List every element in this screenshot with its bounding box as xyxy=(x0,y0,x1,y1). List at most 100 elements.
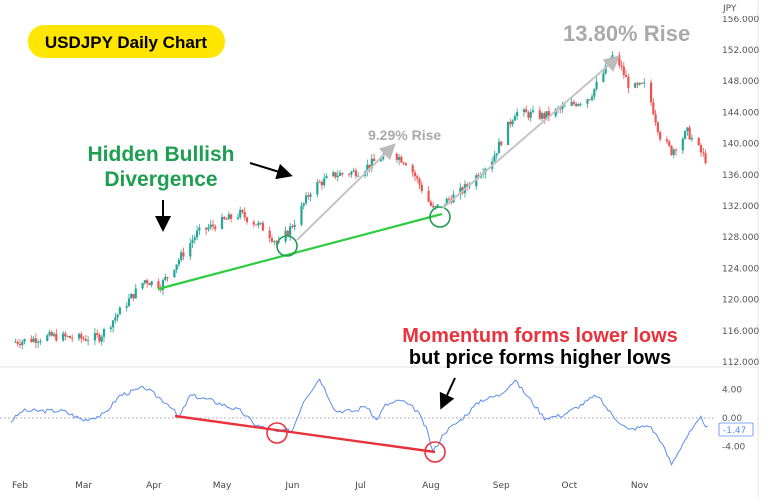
candle-body xyxy=(14,341,17,343)
price-tick-label: 140.000 xyxy=(722,140,759,150)
candle-body xyxy=(395,153,398,160)
candle-body xyxy=(468,186,471,188)
month-label: Apr xyxy=(146,481,162,491)
momentum-tick-label: -4.00 xyxy=(722,442,746,452)
candle-body xyxy=(62,333,65,341)
price-tick-label: 144.000 xyxy=(722,108,759,118)
candle-body xyxy=(134,288,137,299)
candle-body xyxy=(445,198,448,205)
divergence-label-line2: Divergence xyxy=(104,168,217,191)
candle-body xyxy=(350,171,353,175)
candle-body xyxy=(618,55,621,66)
candle-body xyxy=(236,217,240,219)
candle-body xyxy=(541,113,544,119)
candle-body xyxy=(173,269,176,278)
candle-body xyxy=(289,226,292,236)
month-label: Jul xyxy=(354,481,366,491)
candle-body xyxy=(214,226,217,229)
candle-body xyxy=(624,74,628,78)
candle-body xyxy=(388,151,392,154)
candle-body xyxy=(527,112,530,118)
candle-body xyxy=(116,314,119,318)
candle-body xyxy=(109,327,112,330)
candle-body xyxy=(495,153,498,156)
candle-body xyxy=(643,82,646,84)
candle-body xyxy=(668,141,671,146)
candle-body xyxy=(34,338,37,343)
candle-body xyxy=(352,170,355,172)
candle-body xyxy=(595,81,598,89)
candle-body xyxy=(427,190,430,202)
candle-body xyxy=(80,334,83,339)
candle-body xyxy=(588,99,591,101)
candle-body xyxy=(320,181,324,186)
candle-body xyxy=(254,224,258,226)
momentum-tick-label: 0.00 xyxy=(722,414,742,424)
candle-body xyxy=(66,335,69,337)
candle-body xyxy=(418,178,421,185)
candle-body xyxy=(622,66,625,75)
candle-body xyxy=(198,227,201,231)
candle-body xyxy=(531,110,535,113)
candle-body xyxy=(665,139,669,142)
price-tick-label: 136.000 xyxy=(722,171,759,181)
candle-body xyxy=(96,333,99,335)
candle-body xyxy=(684,131,687,139)
candle-body xyxy=(611,55,614,61)
candle-body xyxy=(590,96,594,100)
candle-body xyxy=(245,217,249,222)
candle-body xyxy=(543,113,546,119)
candle-body xyxy=(697,137,700,146)
candle-body xyxy=(602,73,605,82)
month-label: May xyxy=(213,481,232,491)
price-tick-label: 148.000 xyxy=(722,77,759,87)
title-badge xyxy=(28,25,225,58)
candle-body xyxy=(416,176,419,179)
candle-body xyxy=(547,111,551,117)
candle-body xyxy=(239,209,242,218)
candle-body xyxy=(634,83,637,88)
candle-body xyxy=(71,338,74,339)
chart-title: USDJPY Daily Chart xyxy=(45,33,208,52)
candle-body xyxy=(293,224,296,228)
candle-body xyxy=(338,173,342,176)
candle-body xyxy=(21,341,24,346)
price-tick-label: 156.000 xyxy=(722,15,759,25)
candle-body xyxy=(46,335,49,341)
candle-body xyxy=(674,149,678,151)
candle-body xyxy=(370,158,373,169)
candle-body xyxy=(259,222,262,224)
momentum-low-circle-1 xyxy=(266,422,288,444)
candle-body xyxy=(659,132,662,140)
candle-body xyxy=(525,109,528,113)
candle-body xyxy=(690,137,694,140)
candle-body xyxy=(50,332,53,336)
candle-body xyxy=(111,320,115,328)
candle-body xyxy=(411,165,414,173)
candle-body xyxy=(68,335,72,339)
candle-body xyxy=(593,88,596,97)
candle-body xyxy=(640,82,644,84)
candle-body xyxy=(291,226,294,228)
month-label: Sep xyxy=(493,481,510,491)
candle-body xyxy=(302,203,305,206)
price-tick-label: 112.000 xyxy=(722,358,759,368)
candle-body xyxy=(205,227,208,230)
candle-body xyxy=(87,340,90,342)
candle-body xyxy=(586,99,589,104)
candle-body xyxy=(257,222,260,226)
price-tick-label: 124.000 xyxy=(722,264,759,274)
price-tick-label: 132.000 xyxy=(722,202,759,212)
candle-body xyxy=(429,201,432,206)
candle-body xyxy=(84,339,87,341)
candle-body xyxy=(275,241,278,243)
candle-body xyxy=(127,298,131,307)
candle-body xyxy=(511,120,514,125)
candle-body xyxy=(39,340,42,342)
candle-body xyxy=(563,105,566,107)
month-label: Aug xyxy=(422,481,440,491)
candle-body xyxy=(273,241,276,243)
candle-body xyxy=(130,294,133,299)
candle-body xyxy=(341,173,344,175)
rise-arrow-small xyxy=(296,143,396,241)
